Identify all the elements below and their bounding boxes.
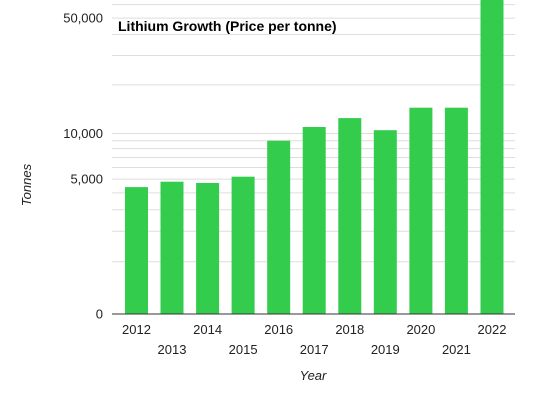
x-axis-ticks: 2012 2013 2014 2015 2016 2017 2018 2019 2020 2021… (122, 322, 506, 357)
y-tick-label: 50,000 (63, 11, 103, 26)
bar-2020 (409, 107, 433, 314)
y-tick-label: 5,000 (70, 172, 103, 187)
x-tick-label: 2014 (193, 322, 222, 337)
x-tick-label: 2022 (478, 322, 507, 337)
x-tick-label: 2012 (122, 322, 151, 337)
x-tick-label: 2019 (371, 342, 400, 357)
y-tick-label: 0 (96, 307, 103, 322)
x-tick-label: 2013 (158, 342, 187, 357)
x-tick-label: 2018 (335, 322, 364, 337)
bar-2012 (125, 187, 148, 314)
bar-2013 (160, 181, 184, 314)
x-axis-label: Year (300, 368, 327, 383)
chart-title: Lithium Growth (Price per tonne) (118, 18, 337, 34)
bar-2019 (373, 130, 397, 314)
bar-2015 (231, 176, 255, 314)
bar-2017 (302, 127, 326, 314)
y-axis-label: Tonnes (19, 163, 34, 206)
x-tick-label: 2016 (264, 322, 293, 337)
x-tick-label: 2020 (406, 322, 435, 337)
y-tick-label: 10,000 (63, 126, 103, 141)
bar-2018 (338, 118, 362, 314)
x-tick-label: 2017 (300, 342, 329, 357)
bar-2014 (196, 183, 220, 314)
bar-2016 (267, 140, 291, 314)
x-tick-label: 2021 (442, 342, 471, 357)
bars (125, 0, 504, 314)
x-tick-label: 2015 (229, 342, 258, 357)
bar-2022 (480, 0, 504, 314)
bar-2021 (444, 107, 468, 314)
